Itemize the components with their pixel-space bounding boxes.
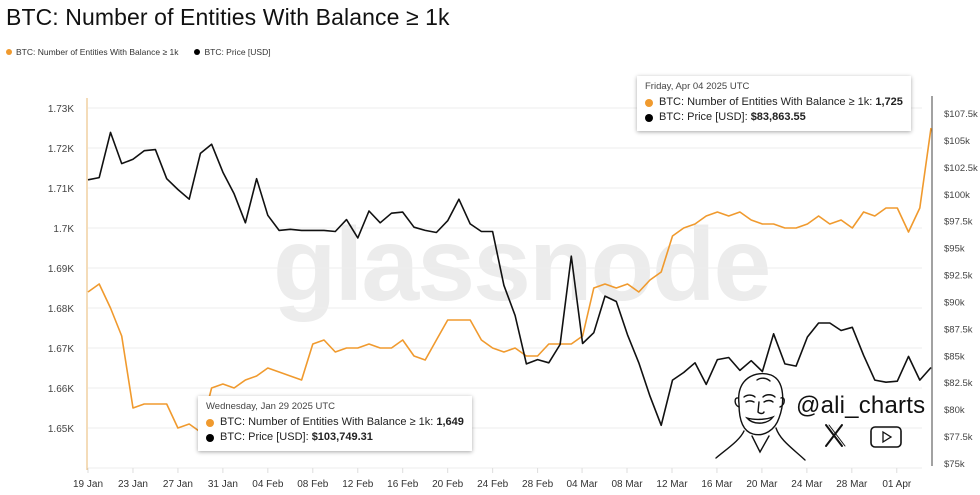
svg-text:27 Jan: 27 Jan [163, 479, 193, 490]
svg-text:24 Feb: 24 Feb [477, 479, 509, 490]
svg-text:$90k: $90k [944, 297, 965, 308]
svg-text:16 Feb: 16 Feb [387, 479, 419, 490]
svg-text:24 Mar: 24 Mar [791, 479, 823, 490]
tooltip-date: Friday, Apr 04 2025 UTC [645, 81, 750, 92]
svg-text:01 Apr: 01 Apr [882, 479, 912, 490]
svg-text:1.71K: 1.71K [48, 184, 74, 195]
svg-text:1.73K: 1.73K [48, 104, 74, 115]
tooltip-price-value: $103,749.31 [311, 431, 373, 443]
svg-text:$87.5k: $87.5k [944, 324, 973, 335]
tooltip-apr-04: Friday, Apr 04 2025 UTC BTC: Number of E… [637, 76, 911, 131]
x-logo-icon[interactable] [825, 424, 846, 447]
tooltip-price-row: BTC: Price [USD]: $83,863.55 [645, 110, 903, 125]
youtube-icon[interactable] [870, 426, 902, 448]
legend-label-entities: BTC: Number of Entities With Balance ≥ 1… [16, 47, 179, 57]
svg-text:$107.5k: $107.5k [944, 109, 978, 120]
tooltip-date: Wednesday, Jan 29 2025 UTC [206, 401, 336, 412]
legend-item-price[interactable]: BTC: Price [USD] [194, 47, 271, 57]
avatar-illustration [715, 373, 806, 461]
svg-text:1.66K: 1.66K [48, 384, 74, 395]
price-dot-icon [206, 433, 214, 442]
tooltip-price-row: BTC: Price [USD]: $103,749.31 [206, 430, 464, 445]
svg-text:1.72K: 1.72K [48, 144, 74, 155]
svg-text:$77.5k: $77.5k [944, 432, 973, 443]
svg-text:$102.5k: $102.5k [944, 163, 978, 174]
tooltip-entities-label: BTC: Number of Entities With Balance ≥ 1… [659, 96, 876, 108]
svg-text:$85k: $85k [944, 351, 965, 362]
chart-title: BTC: Number of Entities With Balance ≥ 1… [6, 4, 450, 30]
svg-text:16 Mar: 16 Mar [701, 479, 733, 490]
svg-text:$97.5k: $97.5k [944, 217, 973, 228]
svg-text:19 Jan: 19 Jan [73, 479, 103, 490]
svg-text:$92.5k: $92.5k [944, 271, 973, 282]
svg-text:1.65K: 1.65K [48, 424, 74, 435]
svg-text:$75k: $75k [944, 459, 965, 470]
legend-label-price: BTC: Price [USD] [204, 47, 271, 57]
left-y-axis: 1.65K 1.66K 1.67K 1.68K 1.69K 1.7K 1.71K 1.72K 1… [48, 98, 88, 470]
entities-line[interactable] [87, 127, 932, 433]
x-axis: 19 Jan 23 Jan 27 Jan 31 Jan 04 Feb 08 Feb 12 F… [73, 468, 912, 490]
tooltip-jan-29: Wednesday, Jan 29 2025 UTC BTC: Number o… [198, 396, 472, 451]
svg-text:$95k: $95k [944, 244, 965, 255]
entities-dot-icon [645, 98, 653, 107]
tooltip-entities-value: 1,649 [436, 416, 464, 428]
chart-legend: BTC: Number of Entities With Balance ≥ 1… [6, 47, 271, 57]
svg-text:$105k: $105k [944, 136, 970, 147]
tooltip-entities-value: 1,725 [875, 96, 903, 108]
svg-text:28 Mar: 28 Mar [836, 479, 868, 490]
svg-text:1.69K: 1.69K [48, 264, 74, 275]
svg-text:04 Mar: 04 Mar [566, 479, 598, 490]
svg-text:12 Feb: 12 Feb [342, 479, 374, 490]
tooltip-price-label: BTC: Price [USD]: [220, 431, 312, 443]
tooltip-entities-row: BTC: Number of Entities With Balance ≥ 1… [206, 415, 464, 430]
legend-dot-price-icon [194, 49, 201, 55]
svg-text:1.68K: 1.68K [48, 304, 74, 315]
svg-text:08 Feb: 08 Feb [297, 479, 329, 490]
svg-text:20 Mar: 20 Mar [746, 479, 778, 490]
price-line[interactable] [87, 131, 932, 427]
right-y-axis: $75k $77.5k $80k $82.5k $85k $87.5k $90k $92.5k… [931, 96, 978, 470]
svg-text:12 Mar: 12 Mar [656, 479, 688, 490]
svg-text:04 Feb: 04 Feb [252, 479, 284, 490]
tooltip-price-value: $83,863.55 [750, 111, 806, 123]
svg-text:$82.5k: $82.5k [944, 378, 973, 389]
svg-text:$100k: $100k [944, 190, 970, 201]
svg-text:1.67K: 1.67K [48, 344, 74, 355]
tooltip-entities-label: BTC: Number of Entities With Balance ≥ 1… [220, 416, 437, 428]
svg-text:23 Jan: 23 Jan [118, 479, 148, 490]
legend-item-entities[interactable]: BTC: Number of Entities With Balance ≥ 1… [6, 47, 178, 57]
author-handle: @ali_charts [796, 392, 926, 419]
tooltip-price-label: BTC: Price [USD]: [659, 111, 751, 123]
svg-text:08 Mar: 08 Mar [611, 479, 643, 490]
entities-dot-icon [206, 418, 214, 427]
svg-text:$80k: $80k [944, 405, 965, 416]
svg-text:31 Jan: 31 Jan [208, 479, 238, 490]
legend-dot-entities-icon [6, 49, 12, 55]
svg-text:1.7K: 1.7K [53, 224, 74, 235]
price-dot-icon [645, 113, 653, 122]
tooltip-entities-row: BTC: Number of Entities With Balance ≥ 1… [645, 95, 903, 110]
svg-text:28 Feb: 28 Feb [522, 479, 554, 490]
svg-text:20 Feb: 20 Feb [432, 479, 464, 490]
